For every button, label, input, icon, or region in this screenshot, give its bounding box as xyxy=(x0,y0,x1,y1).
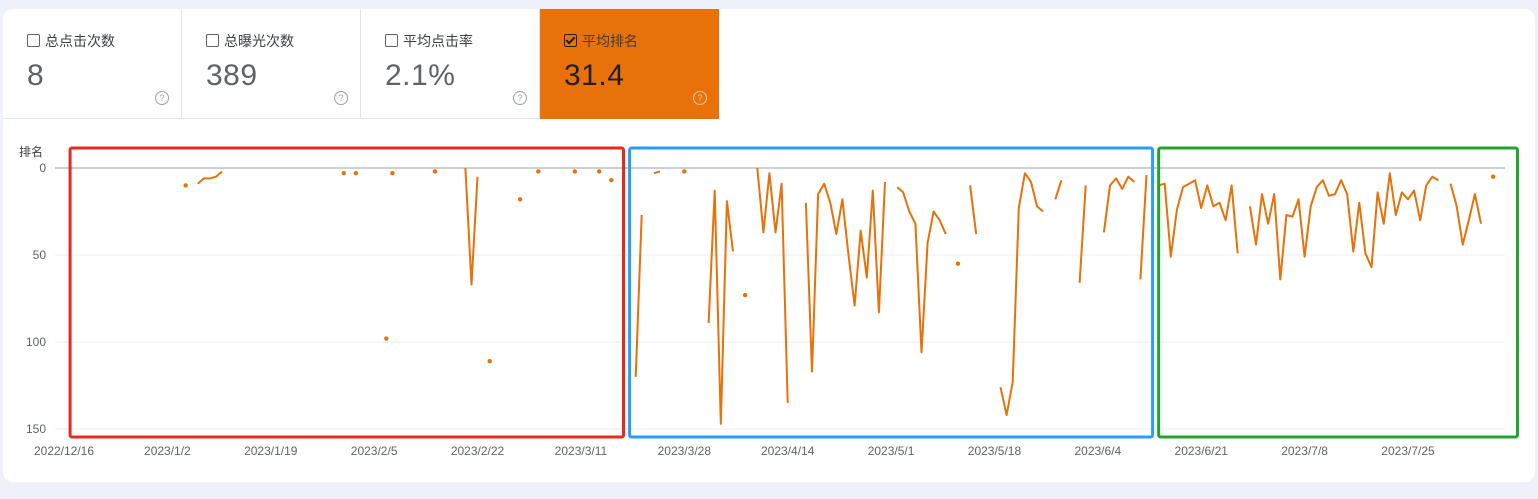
data-point xyxy=(353,171,359,176)
metric-average-ctr[interactable]: 平均点击率 2.1% ? xyxy=(361,9,540,119)
x-tick-label: 2023/3/11 xyxy=(555,444,608,458)
series-line xyxy=(999,172,1044,417)
checkbox-icon[interactable] xyxy=(206,34,219,47)
highlight-box xyxy=(1157,146,1519,439)
help-icon[interactable]: ? xyxy=(693,91,707,105)
metric-value: 2.1% xyxy=(385,59,456,92)
series-line xyxy=(804,181,886,373)
series-line xyxy=(1158,179,1239,258)
x-tick-label: 2023/5/1 xyxy=(868,444,915,458)
series-line xyxy=(464,167,479,286)
help-icon[interactable]: ? xyxy=(155,91,169,105)
highlight-box xyxy=(68,146,625,439)
data-point xyxy=(517,197,523,202)
series-line xyxy=(1054,179,1063,200)
data-point xyxy=(183,183,188,188)
metric-tabs: 总点击次数 8 ? 总曝光次数 389 ? 平均点击率 2.1% ? 平均排名 … xyxy=(3,9,719,119)
series-line xyxy=(1139,174,1148,280)
metric-value: 389 xyxy=(206,59,258,92)
checkbox-icon[interactable] xyxy=(27,34,40,47)
metric-label: 平均点击率 xyxy=(403,33,473,49)
metric-total-clicks[interactable]: 总点击次数 8 ? xyxy=(3,9,182,119)
metric-value: 8 xyxy=(27,59,45,92)
x-tick-label: 2023/7/8 xyxy=(1281,444,1328,458)
metric-label: 平均排名 xyxy=(582,33,638,49)
data-point xyxy=(390,171,395,176)
data-point xyxy=(572,169,578,174)
help-icon[interactable]: ? xyxy=(334,91,348,105)
metric-label: 总点击次数 xyxy=(45,33,115,49)
series-line xyxy=(1248,172,1439,281)
data-point xyxy=(682,169,687,174)
series-line xyxy=(707,189,734,425)
checkbox-icon[interactable] xyxy=(385,34,398,47)
y-tick-label: 100 xyxy=(26,335,46,349)
y-tick-label: 150 xyxy=(26,422,46,436)
x-tick-label: 2023/1/2 xyxy=(144,444,191,458)
data-point xyxy=(487,358,492,364)
highlight-box xyxy=(628,146,1155,439)
y-tick-label: 50 xyxy=(33,248,47,262)
metric-average-position[interactable]: 平均排名 31.4 ? xyxy=(540,9,719,119)
series-line xyxy=(1078,185,1087,283)
data-point xyxy=(1490,174,1496,179)
x-tick-label: 2023/4/14 xyxy=(761,444,815,458)
data-point xyxy=(742,292,748,298)
series-line xyxy=(969,185,978,235)
data-point xyxy=(384,336,389,341)
help-icon[interactable]: ? xyxy=(513,91,527,105)
series-line xyxy=(756,167,789,403)
data-point xyxy=(955,261,961,266)
x-tick-label: 2023/7/25 xyxy=(1381,444,1435,458)
metric-total-impressions[interactable]: 总曝光次数 389 ? xyxy=(182,9,361,119)
data-point xyxy=(596,169,602,174)
series-line xyxy=(1449,183,1482,246)
x-tick-label: 2023/2/22 xyxy=(451,444,505,458)
data-point xyxy=(536,169,541,174)
series-line xyxy=(197,170,223,185)
x-tick-label: 2023/1/19 xyxy=(244,444,298,458)
series-line xyxy=(653,170,661,175)
metric-label: 总曝光次数 xyxy=(224,33,294,49)
data-point xyxy=(432,169,438,174)
data-point xyxy=(341,171,346,176)
x-tick-label: 2023/6/21 xyxy=(1175,444,1229,458)
series-line xyxy=(634,214,643,377)
series-line xyxy=(896,186,947,354)
x-tick-label: 2023/2/5 xyxy=(351,444,398,458)
data-point xyxy=(609,177,614,183)
series-line xyxy=(1102,175,1135,233)
x-tick-label: 2022/12/16 xyxy=(34,444,94,458)
y-axis-label: 排名 xyxy=(19,144,43,159)
performance-card: 总点击次数 8 ? 总曝光次数 389 ? 平均点击率 2.1% ? 平均排名 … xyxy=(3,9,1535,482)
checkbox-checked-icon[interactable] xyxy=(564,34,577,47)
y-tick-label: 0 xyxy=(39,161,46,175)
x-tick-label: 2023/3/28 xyxy=(658,444,712,458)
x-tick-label: 2023/5/18 xyxy=(968,444,1022,458)
x-tick-label: 2023/6/4 xyxy=(1074,444,1121,458)
metric-value: 31.4 xyxy=(564,59,625,92)
